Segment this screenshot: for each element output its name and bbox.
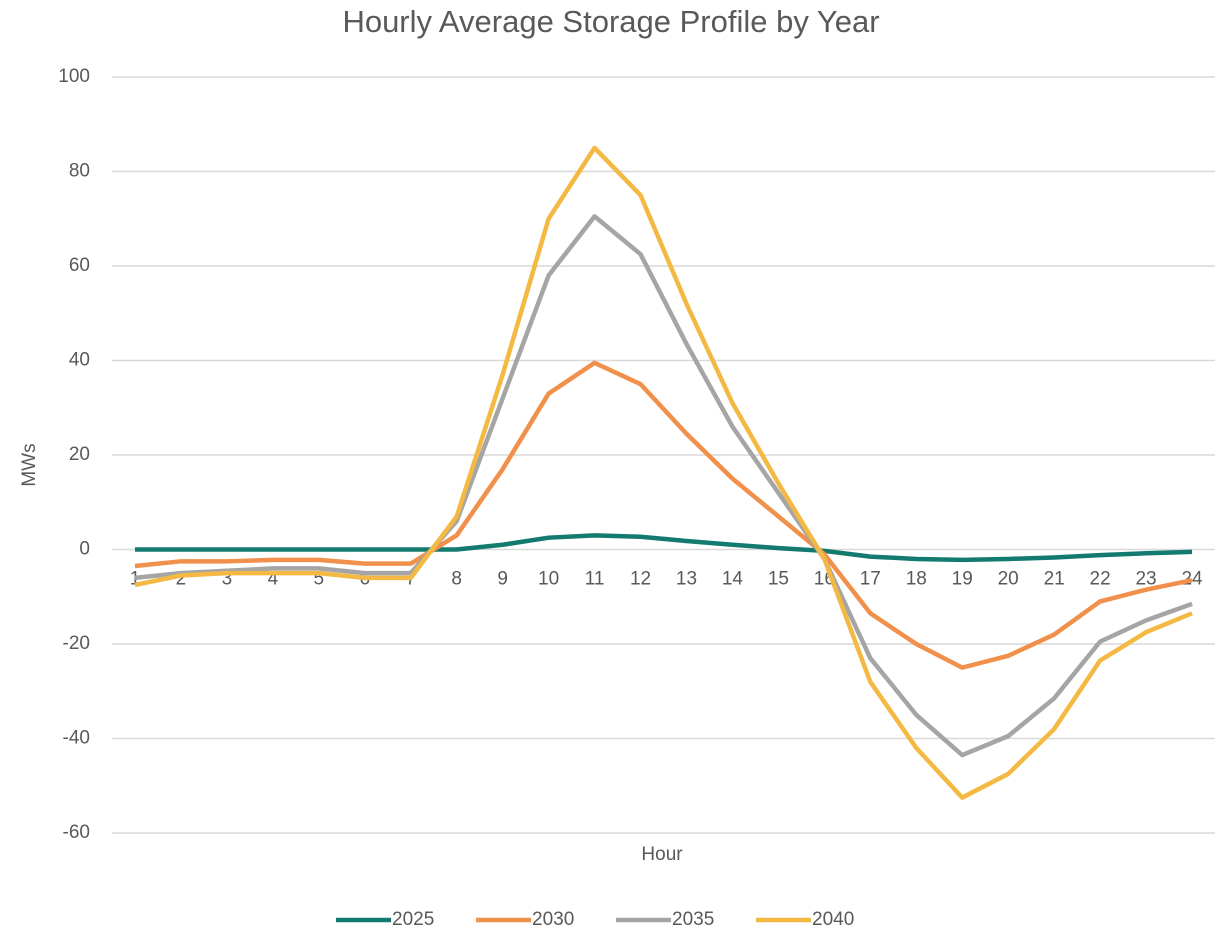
x-tick-label: 23	[1135, 569, 1156, 590]
y-tick-label: 0	[79, 539, 90, 560]
x-tick-label: 4	[268, 569, 279, 590]
x-tick-label: 9	[497, 569, 508, 590]
y-tick-label: 100	[58, 66, 90, 87]
x-tick-label: 12	[630, 569, 651, 590]
x-tick-label: 14	[722, 569, 744, 590]
x-axis-label: Hour	[641, 844, 683, 865]
x-tick-label: 10	[538, 569, 559, 590]
x-tick-label: 15	[768, 569, 789, 590]
legend-label: 2025	[392, 909, 434, 930]
y-tick-label: -60	[63, 822, 90, 843]
x-tick-label: 18	[906, 569, 927, 590]
y-tick-label: 80	[69, 161, 90, 182]
x-tick-label: 22	[1090, 569, 1111, 590]
series-line	[134, 214, 1193, 758]
y-tick-label: -20	[63, 633, 90, 654]
series-line	[134, 533, 1193, 563]
series-line	[134, 360, 1193, 670]
chart-title: Hourly Average Storage Profile by Year	[342, 4, 879, 39]
legend-label: 2035	[672, 909, 714, 930]
x-tick-label: 3	[222, 569, 233, 590]
x-tick-label: 5	[314, 569, 325, 590]
x-tick-label: 11	[585, 569, 605, 590]
x-tick-label: 1	[130, 569, 141, 590]
series-line	[134, 145, 1193, 800]
x-tick-label: 20	[998, 569, 1019, 590]
y-tick-label: 40	[69, 350, 90, 371]
x-tick-label: 2	[176, 569, 187, 590]
x-tick-label: 13	[676, 569, 697, 590]
legend-label: 2040	[812, 909, 854, 930]
y-axis-label: MWs	[19, 443, 40, 486]
y-tick-label: 60	[69, 255, 90, 276]
x-tick-label: 17	[860, 569, 881, 590]
y-tick-label: -40	[63, 728, 90, 749]
x-tick-label: 19	[952, 569, 973, 590]
y-tick-label: 20	[69, 444, 90, 465]
x-tick-label: 8	[451, 569, 462, 590]
x-tick-label: 24	[1181, 569, 1203, 590]
legend-label: 2030	[532, 909, 574, 930]
x-tick-label: 21	[1044, 569, 1065, 590]
